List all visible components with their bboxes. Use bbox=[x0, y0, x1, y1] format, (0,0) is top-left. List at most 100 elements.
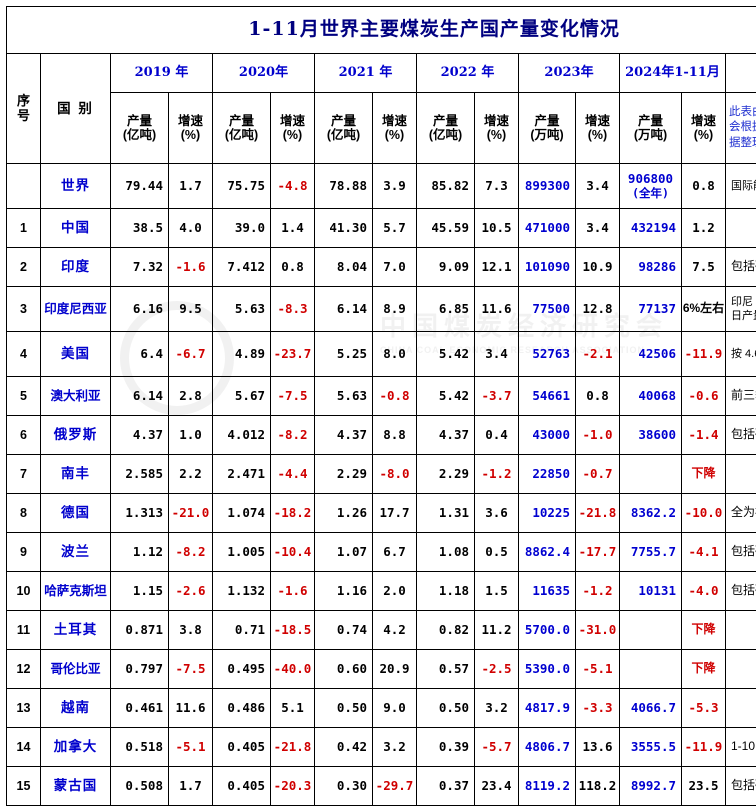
cell-growth-2023: 118.2 bbox=[576, 767, 620, 806]
cell-growth-2023: -31.0 bbox=[576, 611, 620, 650]
row-index: 7 bbox=[7, 455, 41, 494]
cell-growth-2024: 下降 bbox=[682, 455, 726, 494]
header-output-unit: (万吨) bbox=[620, 128, 681, 142]
cell-output-2021: 0.42 bbox=[315, 728, 373, 767]
cell-output-2024: 4066.7 bbox=[620, 689, 682, 728]
cell-output-2023: 899300 bbox=[519, 164, 576, 209]
cell-growth-2024: 6%左右 bbox=[682, 287, 726, 332]
cell-growth-2019: -7.5 bbox=[169, 650, 213, 689]
country-name: 美国 bbox=[41, 332, 111, 377]
cell-output-2020: 0.495 bbox=[213, 650, 271, 689]
country-name: 越南 bbox=[41, 689, 111, 728]
cell-output-2024: 8362.2 bbox=[620, 494, 682, 533]
row-index: 9 bbox=[7, 533, 41, 572]
cell-growth-2021: 3.2 bbox=[373, 728, 417, 767]
header-output-unit: (万吨) bbox=[519, 128, 575, 142]
cell-growth-2020: -10.4 bbox=[271, 533, 315, 572]
row-index: 15 bbox=[7, 767, 41, 806]
cell-output-2024-note: (全年) bbox=[620, 187, 681, 200]
cell-output-2020: 7.412 bbox=[213, 248, 271, 287]
cell-output-2021: 8.04 bbox=[315, 248, 373, 287]
header-output-label: 产量 bbox=[620, 114, 681, 128]
cell-output-2024: 38600 bbox=[620, 416, 682, 455]
cell-growth-2022: 12.1 bbox=[475, 248, 519, 287]
cell-output-2022: 0.37 bbox=[417, 767, 475, 806]
cell-growth-2024: -10.0 bbox=[682, 494, 726, 533]
country-name: 蒙古国 bbox=[41, 767, 111, 806]
cell-growth-2023: 0.8 bbox=[576, 377, 620, 416]
cell-remark bbox=[726, 689, 756, 728]
page-title: 1-11月世界主要煤炭生产国产量变化情况 bbox=[7, 7, 756, 54]
row-index bbox=[7, 164, 41, 209]
cell-output-2021: 5.25 bbox=[315, 332, 373, 377]
country-name: 印度尼西亚 bbox=[41, 287, 111, 332]
cell-growth-2021: 5.7 bbox=[373, 209, 417, 248]
cell-output-2019: 4.37 bbox=[111, 416, 169, 455]
cell-remark: 包括硬煤及褐煤 bbox=[726, 572, 756, 611]
cell-growth-2024: 下降 bbox=[682, 611, 726, 650]
cell-growth-2020: -4.8 bbox=[271, 164, 315, 209]
coal-production-table: 1-11月世界主要煤炭生产国产量变化情况 序 号 国 别 2019 年 2020… bbox=[6, 6, 756, 806]
cell-growth-2024: -0.6 bbox=[682, 377, 726, 416]
cell-remark: 包括硬煤及褐煤 bbox=[726, 416, 756, 455]
cell-output-2024: 42506 bbox=[620, 332, 682, 377]
cell-output-2024 bbox=[620, 455, 682, 494]
cell-growth-2024: -11.9 bbox=[682, 728, 726, 767]
cell-growth-2021: 7.0 bbox=[373, 248, 417, 287]
cell-growth-2022: 3.2 bbox=[475, 689, 519, 728]
cell-output-2024: 40068 bbox=[620, 377, 682, 416]
cell-growth-2022: 0.4 bbox=[475, 416, 519, 455]
cell-output-2024: 3555.5 bbox=[620, 728, 682, 767]
cell-growth-2024: 1.2 bbox=[682, 209, 726, 248]
cell-output-2023: 5390.0 bbox=[519, 650, 576, 689]
row-index: 4 bbox=[7, 332, 41, 377]
cell-output-2022: 0.39 bbox=[417, 728, 475, 767]
cell-output-2021: 0.30 bbox=[315, 767, 373, 806]
country-name: 中国 bbox=[41, 209, 111, 248]
cell-output-2023: 43000 bbox=[519, 416, 576, 455]
cell-output-2019: 7.32 bbox=[111, 248, 169, 287]
row-index: 3 bbox=[7, 287, 41, 332]
cell-growth-2022: 1.5 bbox=[475, 572, 519, 611]
cell-growth-2023: -21.8 bbox=[576, 494, 620, 533]
cell-output-2022: 1.08 bbox=[417, 533, 475, 572]
cell-output-2024: 10131 bbox=[620, 572, 682, 611]
country-name: 哥伦比亚 bbox=[41, 650, 111, 689]
cell-output-2024 bbox=[620, 611, 682, 650]
header-growth-label: 增速 bbox=[576, 114, 619, 128]
header-growth-unit: (%) bbox=[475, 128, 518, 142]
header-growth-2021: 增速 (%) bbox=[373, 93, 417, 164]
cell-growth-2022: -5.7 bbox=[475, 728, 519, 767]
cell-growth-2019: 2.8 bbox=[169, 377, 213, 416]
cell-output-2023: 22850 bbox=[519, 455, 576, 494]
header-output-unit: (亿吨) bbox=[213, 128, 270, 142]
cell-growth-2020: -18.5 bbox=[271, 611, 315, 650]
cell-output-2022: 5.42 bbox=[417, 332, 475, 377]
country-name: 哈萨克斯坦 bbox=[41, 572, 111, 611]
cell-growth-2019: 1.0 bbox=[169, 416, 213, 455]
cell-output-2019: 6.4 bbox=[111, 332, 169, 377]
country-name: 印度 bbox=[41, 248, 111, 287]
cell-output-2023: 77500 bbox=[519, 287, 576, 332]
cell-growth-2021: 8.8 bbox=[373, 416, 417, 455]
cell-remark: 全为褐煤产量 bbox=[726, 494, 756, 533]
cell-output-2020: 4.012 bbox=[213, 416, 271, 455]
cell-growth-2022: 0.5 bbox=[475, 533, 519, 572]
cell-growth-2020: 0.8 bbox=[271, 248, 315, 287]
cell-output-2023: 8119.2 bbox=[519, 767, 576, 806]
cell-output-2021: 6.14 bbox=[315, 287, 373, 332]
cell-growth-2019: -5.1 bbox=[169, 728, 213, 767]
cell-growth-2022: 23.4 bbox=[475, 767, 519, 806]
header-seq-line2: 号 bbox=[7, 109, 40, 123]
cell-output-2019: 2.585 bbox=[111, 455, 169, 494]
cell-growth-2019: 2.2 bbox=[169, 455, 213, 494]
header-remark: 备 注 bbox=[726, 54, 756, 93]
header-growth-label: 增速 bbox=[169, 114, 212, 128]
cell-growth-2021: 8.9 bbox=[373, 287, 417, 332]
header-growth-unit: (%) bbox=[271, 128, 314, 142]
cell-growth-2019: 9.5 bbox=[169, 287, 213, 332]
